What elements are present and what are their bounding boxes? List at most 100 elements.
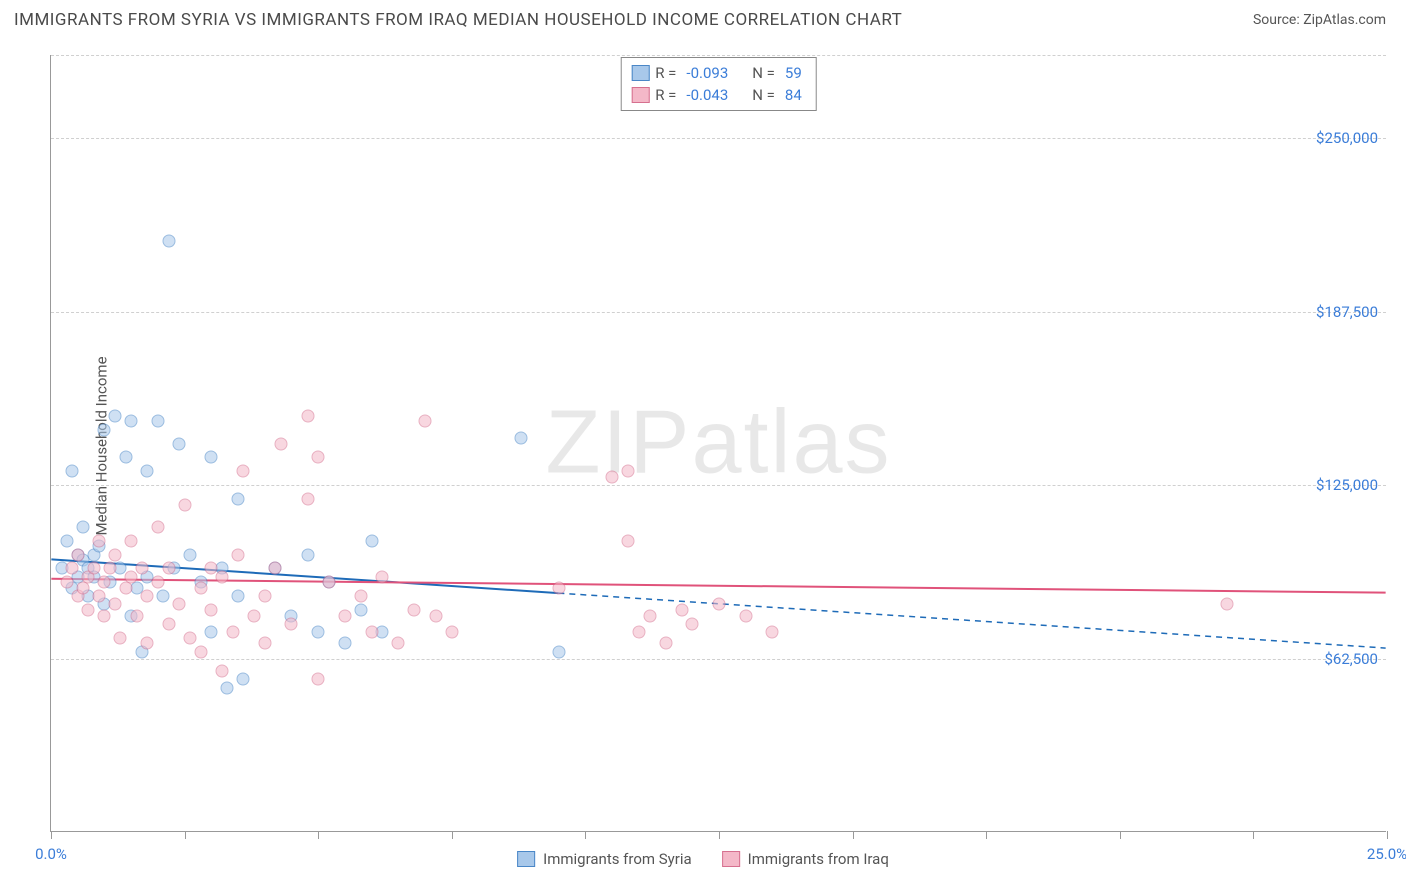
x-tick-label: 25.0%	[1367, 845, 1406, 863]
x-tick	[853, 831, 854, 839]
scatter-point	[71, 548, 84, 561]
scatter-point	[205, 451, 218, 464]
stats-row: R =-0.043N =84	[631, 84, 806, 106]
grid-line-h	[51, 485, 1386, 486]
scatter-point	[322, 576, 335, 589]
scatter-point	[1220, 598, 1233, 611]
x-tick-label: 0.0%	[35, 845, 67, 863]
scatter-point	[312, 626, 325, 639]
scatter-point	[173, 598, 186, 611]
scatter-point	[365, 534, 378, 547]
watermark-suffix: atlas	[691, 393, 891, 493]
scatter-point	[221, 681, 234, 694]
x-tick	[452, 831, 453, 839]
trend-line-dashed	[558, 593, 1385, 648]
grid-line-h	[51, 55, 1386, 56]
scatter-point	[632, 626, 645, 639]
r-label: R =	[655, 86, 676, 104]
scatter-point	[226, 626, 239, 639]
scatter-point	[301, 493, 314, 506]
trend-line	[51, 579, 1385, 593]
scatter-point	[659, 637, 672, 650]
legend-item: Immigrants from Iraq	[722, 850, 889, 868]
scatter-point	[119, 581, 132, 594]
scatter-point	[622, 465, 635, 478]
y-tick-label: $187,500	[1316, 303, 1378, 321]
scatter-point	[87, 562, 100, 575]
scatter-point	[98, 609, 111, 622]
n-label: N =	[752, 64, 775, 82]
scatter-point	[365, 626, 378, 639]
scatter-point	[686, 617, 699, 630]
scatter-point	[151, 520, 164, 533]
legend-swatch	[631, 65, 649, 81]
scatter-point	[301, 548, 314, 561]
scatter-point	[162, 562, 175, 575]
scatter-point	[392, 637, 405, 650]
scatter-point	[237, 465, 250, 478]
scatter-point	[312, 451, 325, 464]
grid-line-h	[51, 138, 1386, 139]
scatter-point	[274, 437, 287, 450]
scatter-point	[151, 576, 164, 589]
x-tick	[986, 831, 987, 839]
scatter-point	[301, 409, 314, 422]
scatter-point	[61, 534, 74, 547]
scatter-point	[157, 590, 170, 603]
scatter-point	[173, 437, 186, 450]
n-value: 84	[785, 86, 802, 104]
scatter-point	[232, 548, 245, 561]
trend-lines-svg	[51, 55, 1386, 831]
chart-title: IMMIGRANTS FROM SYRIA VS IMMIGRANTS FROM…	[14, 10, 902, 30]
legend-swatch	[722, 851, 740, 867]
r-value: -0.043	[686, 86, 728, 104]
scatter-point	[162, 617, 175, 630]
stats-row: R =-0.093N =59	[631, 62, 806, 84]
y-tick-label: $250,000	[1316, 129, 1378, 147]
scatter-point	[354, 590, 367, 603]
x-tick	[585, 831, 586, 839]
scatter-point	[606, 470, 619, 483]
scatter-point	[98, 576, 111, 589]
scatter-point	[269, 562, 282, 575]
y-tick-label: $125,000	[1316, 476, 1378, 494]
scatter-point	[135, 562, 148, 575]
scatter-point	[141, 637, 154, 650]
scatter-point	[338, 609, 351, 622]
scatter-point	[151, 415, 164, 428]
x-tick	[1253, 831, 1254, 839]
legend-swatch	[517, 851, 535, 867]
scatter-point	[130, 609, 143, 622]
scatter-point	[237, 673, 250, 686]
x-tick	[318, 831, 319, 839]
scatter-point	[258, 637, 271, 650]
x-tick	[185, 831, 186, 839]
scatter-point	[338, 637, 351, 650]
scatter-point	[61, 576, 74, 589]
series-legend: Immigrants from Syria Immigrants from Ira…	[517, 850, 889, 868]
scatter-point	[119, 451, 132, 464]
scatter-point	[205, 626, 218, 639]
scatter-point	[312, 673, 325, 686]
x-tick	[51, 831, 52, 839]
scatter-point	[114, 631, 127, 644]
scatter-point	[643, 609, 656, 622]
source-value: ZipAtlas.com	[1303, 12, 1386, 28]
source-attribution: Source: ZipAtlas.com	[1253, 12, 1386, 28]
scatter-point	[98, 423, 111, 436]
scatter-point	[354, 604, 367, 617]
scatter-point	[622, 534, 635, 547]
correlation-stats-legend: R =-0.093N =59R =-0.043N =84	[620, 57, 817, 111]
scatter-point	[141, 590, 154, 603]
scatter-point	[713, 598, 726, 611]
scatter-point	[419, 415, 432, 428]
scatter-point	[66, 465, 79, 478]
r-value: -0.093	[686, 64, 728, 82]
chart-header: IMMIGRANTS FROM SYRIA VS IMMIGRANTS FROM…	[0, 0, 1406, 36]
scatter-chart: ZIPatlas R =-0.093N =59R =-0.043N =84 $6…	[50, 55, 1386, 832]
watermark: ZIPatlas	[545, 392, 891, 495]
scatter-point	[194, 581, 207, 594]
source-label: Source:	[1253, 12, 1300, 28]
scatter-point	[109, 409, 122, 422]
legend-item: Immigrants from Syria	[517, 850, 692, 868]
